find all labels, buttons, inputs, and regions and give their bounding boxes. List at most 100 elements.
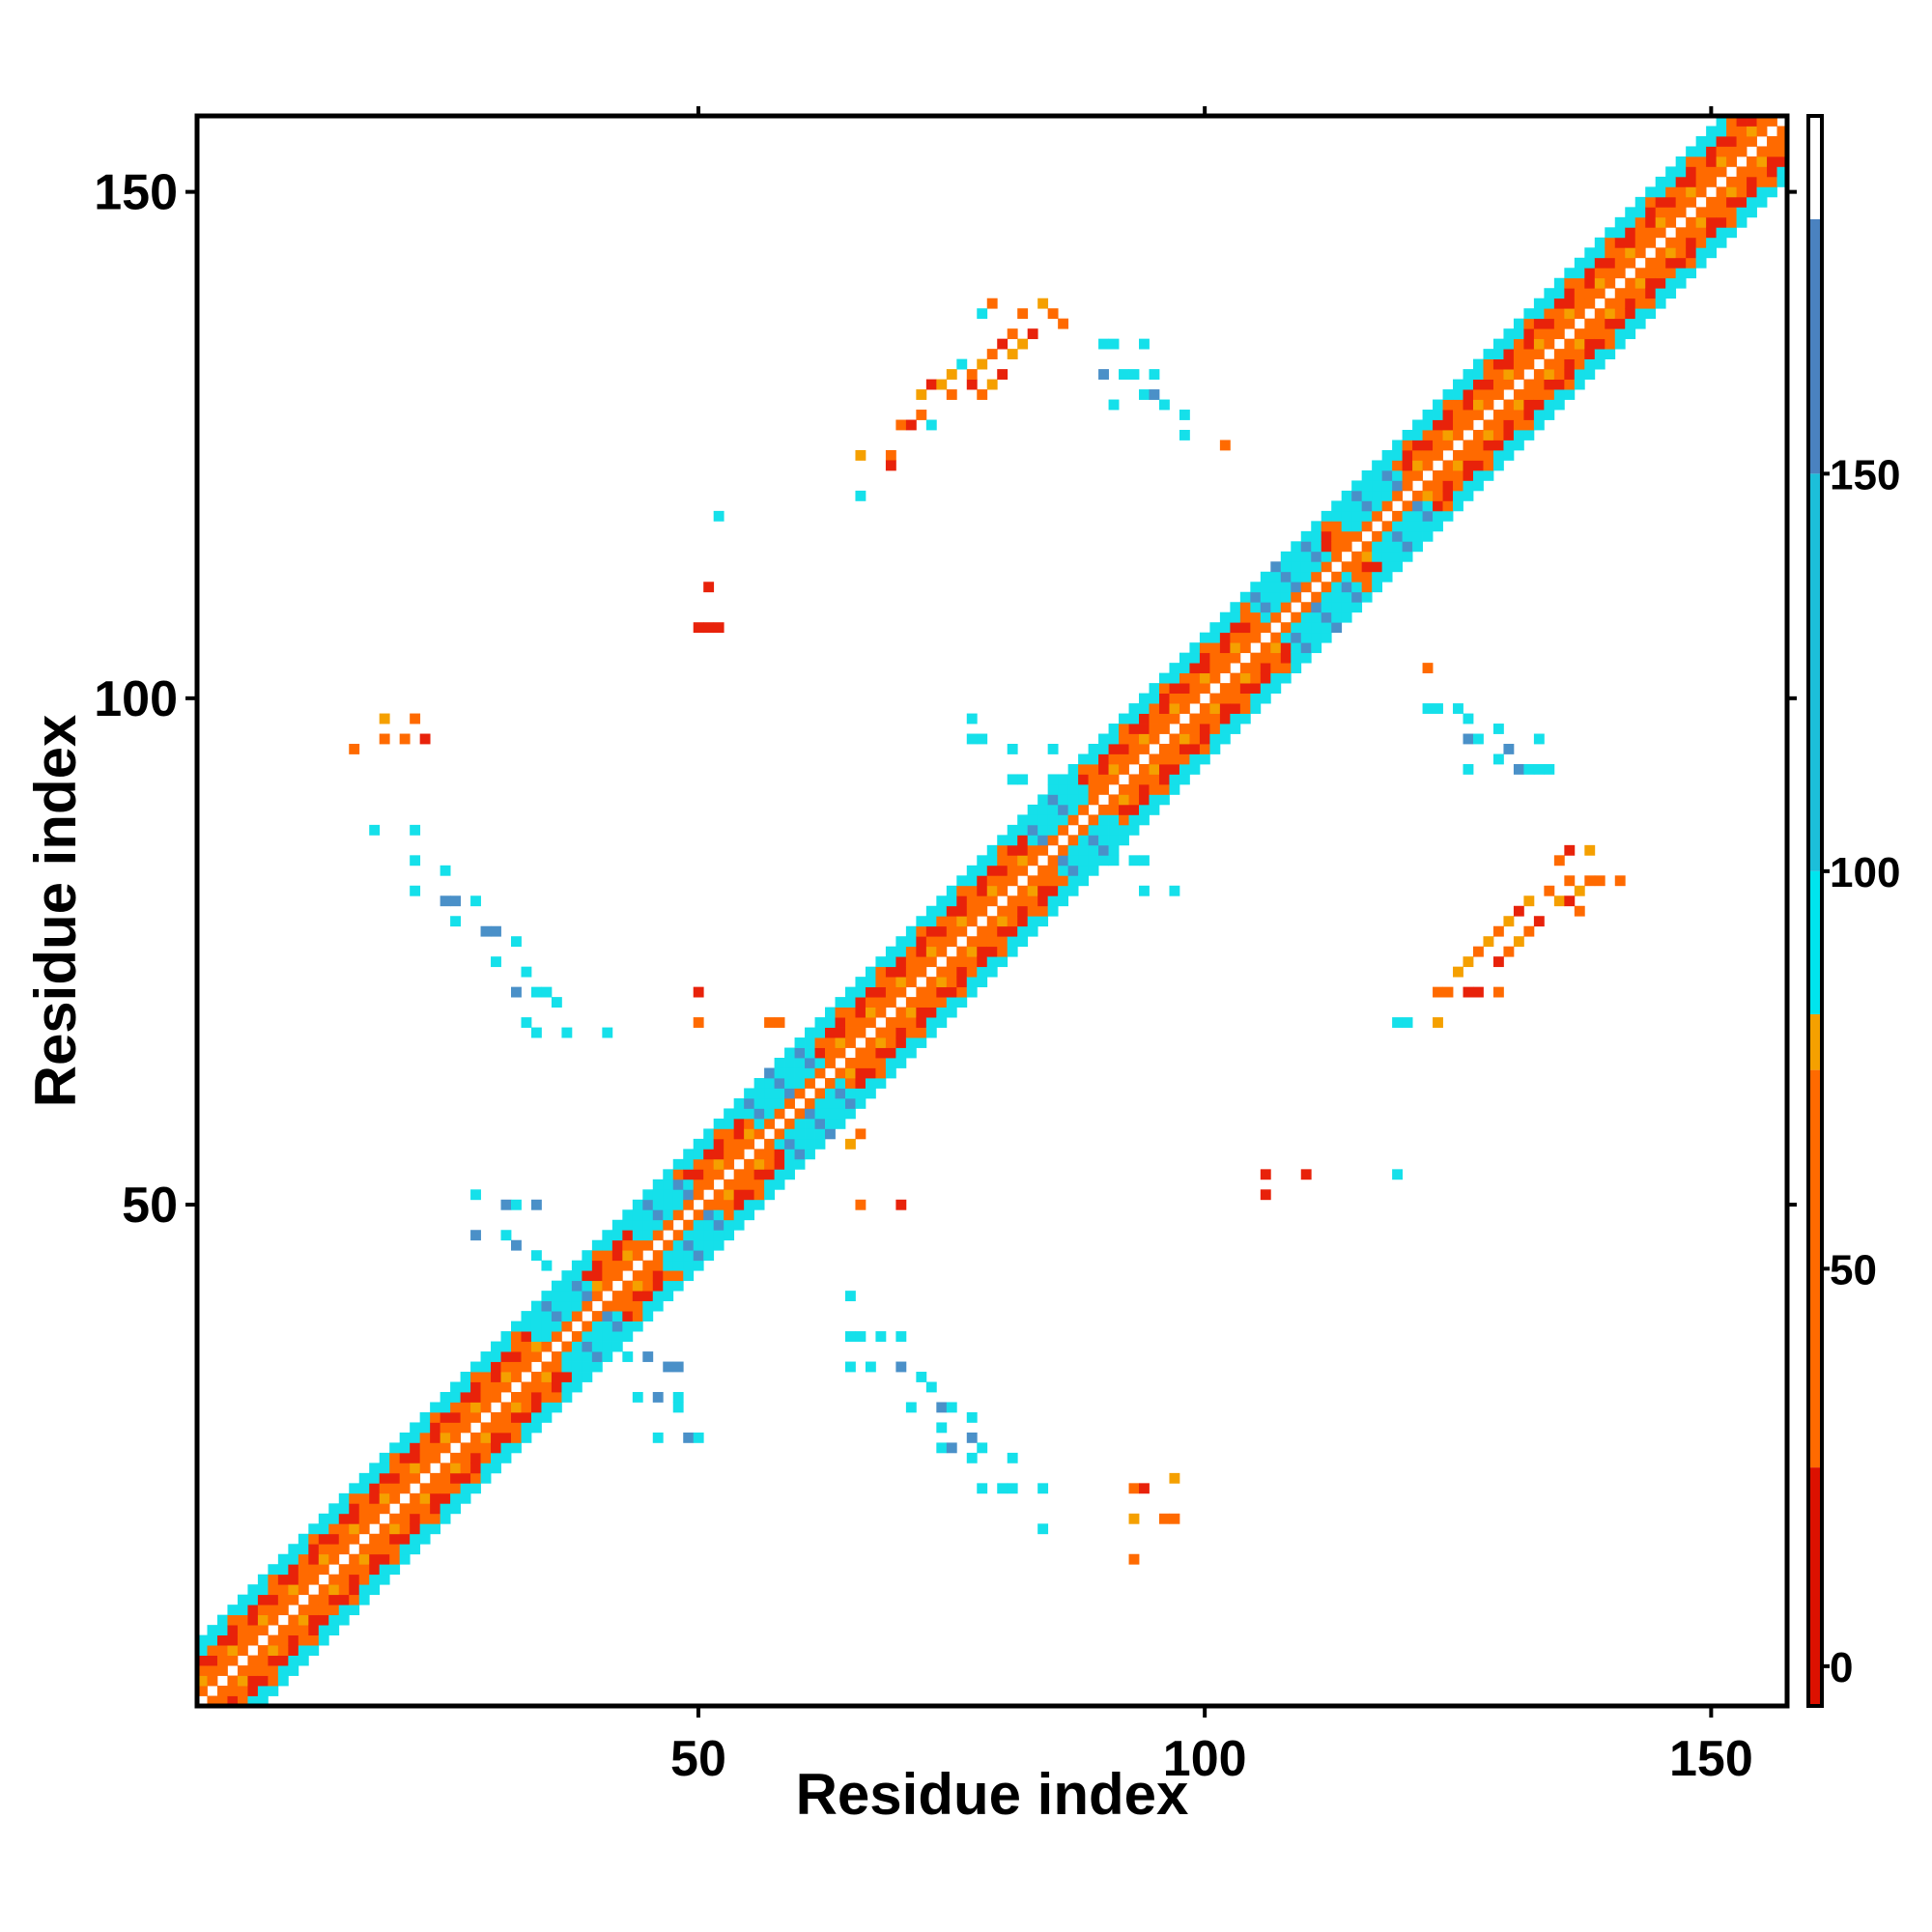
heatmap-cell [268, 1605, 279, 1616]
heatmap-cell [1179, 410, 1190, 420]
heatmap-cell [805, 1067, 815, 1079]
heatmap-cell [977, 875, 988, 887]
heatmap-cell [1361, 500, 1373, 512]
heatmap-cell [410, 1422, 421, 1434]
heatmap-cell [1088, 763, 1099, 775]
heatmap-cell [1230, 652, 1241, 664]
heatmap-cell [703, 1149, 715, 1160]
heatmap-cell [724, 1118, 735, 1129]
heatmap-cell [460, 1442, 471, 1454]
y-axis-title: Residue index [23, 715, 88, 1108]
heatmap-cell [1655, 207, 1666, 218]
heatmap-cell [399, 1553, 411, 1565]
heatmap-cell [379, 1533, 390, 1545]
heatmap-cell [611, 1250, 623, 1262]
heatmap-cell [1706, 166, 1718, 178]
heatmap-cell [1776, 166, 1788, 178]
heatmap-cell [1513, 399, 1524, 411]
heatmap-cell [1605, 237, 1616, 248]
heatmap-cell [642, 1209, 654, 1221]
heatmap-cell [895, 1007, 907, 1018]
heatmap-cell [703, 1158, 715, 1170]
heatmap-cell [460, 1372, 471, 1382]
heatmap-cell [663, 1270, 674, 1282]
heatmap-cell [1422, 490, 1434, 501]
heatmap-cell [946, 925, 957, 937]
heatmap-cell [571, 1351, 582, 1362]
heatmap-cell [1230, 632, 1241, 643]
heatmap-cell [1442, 510, 1454, 522]
heatmap-cell [1300, 551, 1312, 562]
heatmap-cell [1533, 318, 1545, 329]
heatmap-cell [895, 977, 907, 988]
heatmap-cell [1158, 672, 1170, 684]
heatmap-cell [1726, 156, 1737, 167]
heatmap-cell [1291, 611, 1302, 623]
heatmap-cell [1098, 763, 1109, 775]
heatmap-cell [216, 1665, 228, 1676]
heatmap-cell [997, 925, 1009, 937]
heatmap-cell [1605, 257, 1616, 269]
heatmap-cell [693, 1017, 704, 1028]
heatmap-cell [672, 1270, 684, 1282]
heatmap-cell [318, 1634, 329, 1646]
heatmap-cell [440, 1432, 451, 1443]
heatmap-cell [1706, 135, 1718, 147]
heatmap-cell [500, 1341, 512, 1352]
heatmap-cell [430, 1523, 441, 1535]
heatmap-cell [805, 1149, 815, 1160]
heatmap-cell [1726, 116, 1737, 127]
heatmap-cell [663, 1169, 674, 1180]
heatmap-cell [1686, 196, 1697, 208]
heatmap-cell [389, 1463, 401, 1474]
heatmap-cell [1300, 541, 1312, 553]
heatmap-cell [197, 1645, 208, 1656]
heatmap-cell [268, 1574, 279, 1585]
heatmap-cell [1361, 510, 1373, 522]
heatmap-cell [257, 1645, 269, 1656]
heatmap-cell [1625, 237, 1636, 248]
heatmap-cell [430, 1452, 441, 1463]
heatmap-cell [369, 1553, 381, 1565]
heatmap-cell [672, 1402, 684, 1413]
heatmap-cell [916, 916, 927, 927]
heatmap-cell [1047, 895, 1059, 907]
heatmap-cell [410, 885, 421, 896]
heatmap-cell [1158, 774, 1170, 785]
heatmap-cell [713, 1149, 724, 1160]
heatmap-cell [683, 1219, 695, 1231]
heatmap-cell [1584, 369, 1596, 380]
heatmap-cell [379, 1553, 390, 1565]
heatmap-cell [925, 1017, 937, 1028]
heatmap-cell [298, 1625, 309, 1636]
heatmap-cell [805, 1037, 815, 1048]
heatmap-cell [814, 1138, 826, 1150]
heatmap-cell [1544, 369, 1555, 380]
heatmap-cell [925, 936, 937, 948]
heatmap-cell [602, 1027, 613, 1038]
heatmap-cell [1655, 227, 1666, 239]
heatmap-cell [814, 1037, 826, 1048]
heatmap-cell [1392, 521, 1403, 532]
heatmap-cell [1149, 804, 1160, 815]
heatmap-cell [1412, 521, 1423, 532]
heatmap-cell [1726, 186, 1737, 198]
heatmap-cell [733, 1097, 745, 1109]
heatmap-cell [1280, 561, 1292, 573]
heatmap-cell [571, 1270, 582, 1282]
heatmap-cell [1756, 196, 1768, 208]
heatmap-cell [652, 1199, 664, 1210]
heatmap-cell [268, 1594, 279, 1605]
heatmap-cell [1483, 399, 1494, 411]
heatmap-cell [216, 1695, 228, 1707]
heatmap-cell [1564, 895, 1576, 907]
heatmap-cell [1260, 693, 1271, 704]
heatmap-cell [530, 1411, 542, 1423]
heatmap-cell [875, 977, 887, 988]
heatmap-cell [1007, 865, 1018, 876]
heatmap-cell [1675, 227, 1687, 239]
heatmap-cell [1686, 237, 1697, 248]
heatmap-cell [1463, 763, 1474, 775]
heatmap-cell [318, 1513, 329, 1524]
heatmap-cell [794, 1118, 806, 1129]
